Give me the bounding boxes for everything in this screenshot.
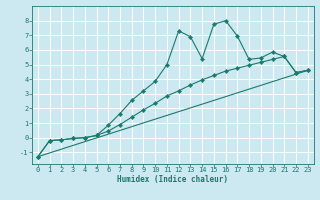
X-axis label: Humidex (Indice chaleur): Humidex (Indice chaleur) [117,175,228,184]
